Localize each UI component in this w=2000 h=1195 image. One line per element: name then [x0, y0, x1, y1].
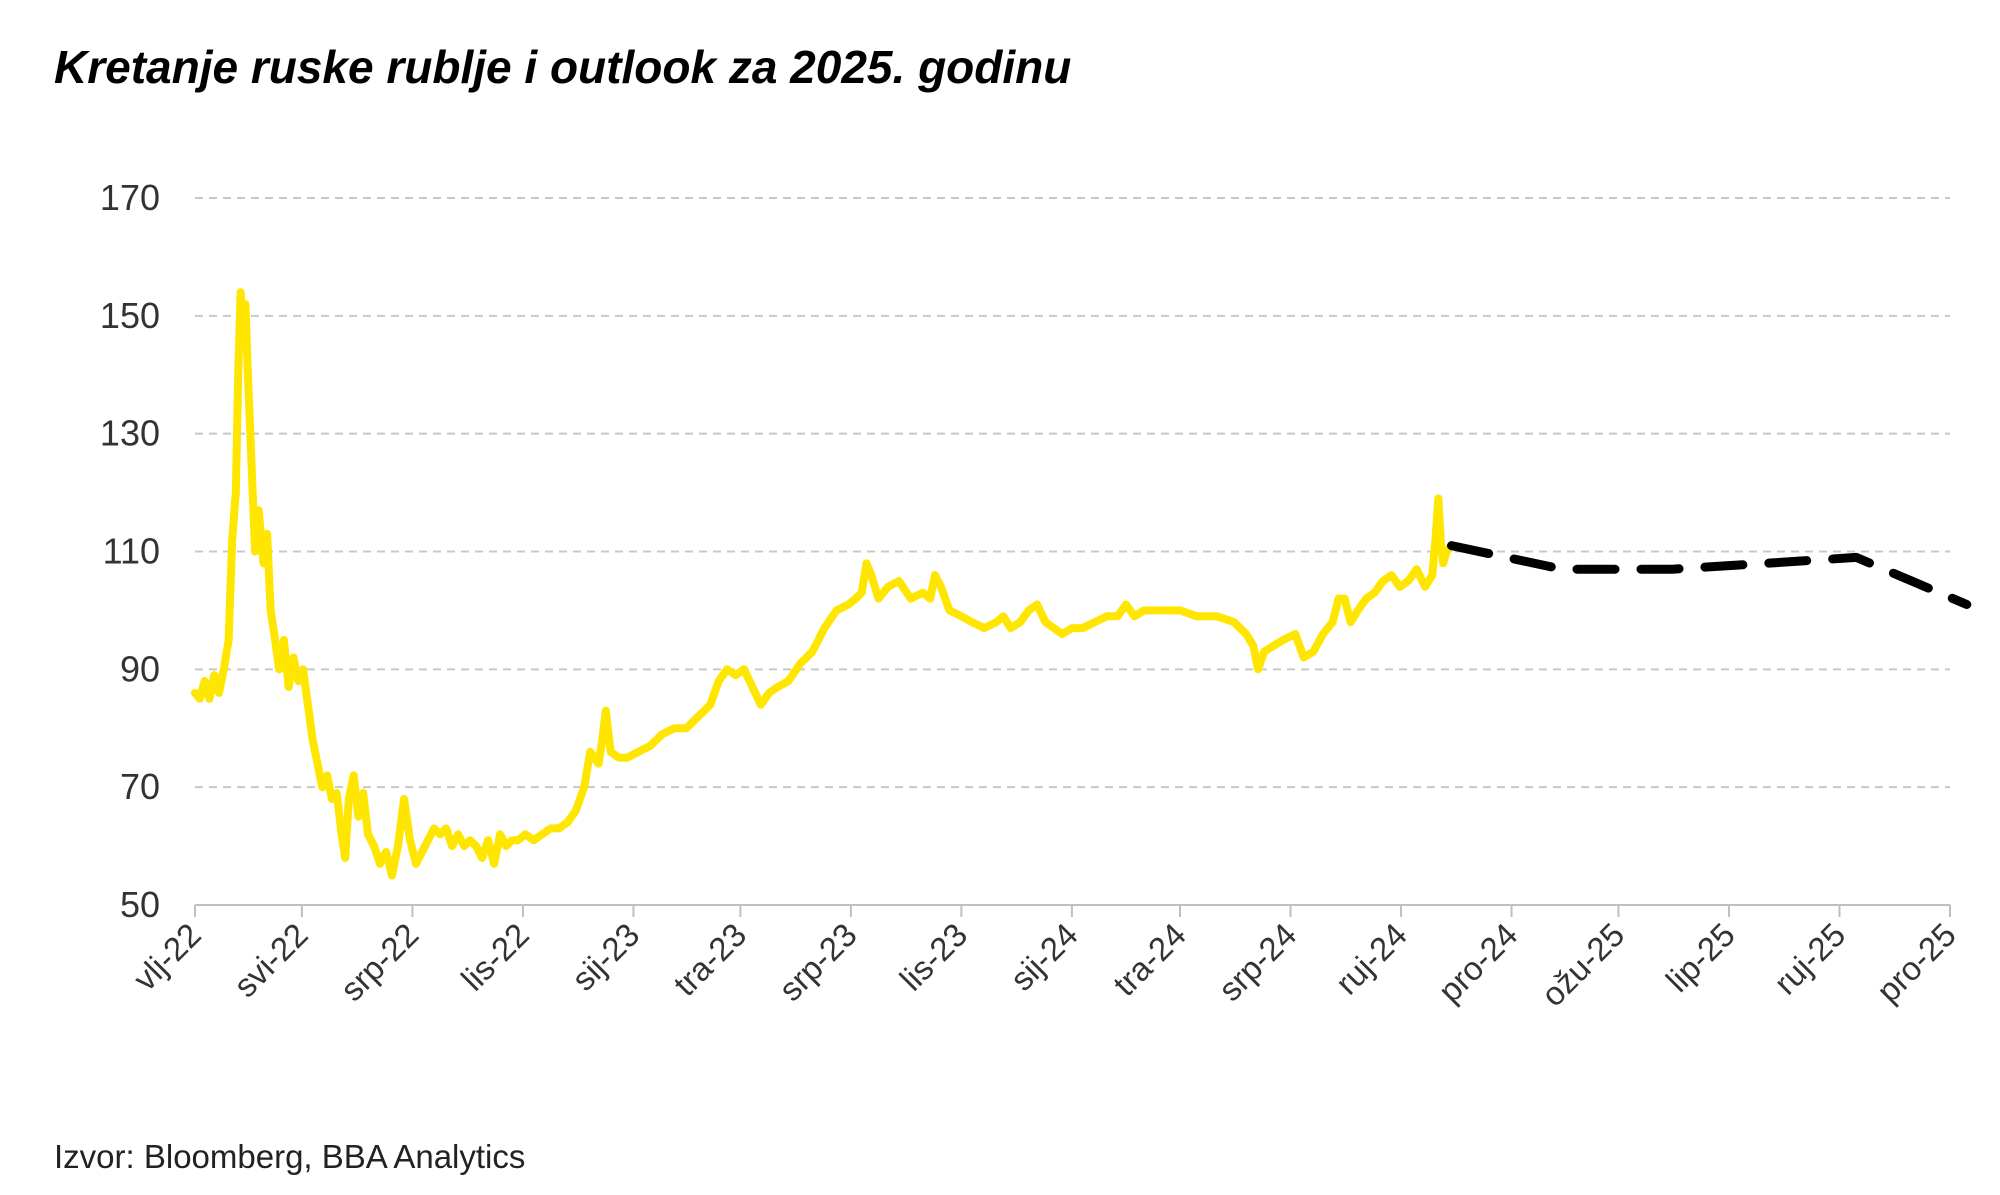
y-tick-label: 70	[120, 766, 160, 807]
y-axis-tick-labels: 50 70 90 110 130 150 170	[100, 177, 160, 925]
x-tick-label: sij-24	[1003, 916, 1085, 998]
x-tick-label: tra-24	[1106, 916, 1193, 1003]
forecast-series-line	[1447, 541, 1972, 609]
y-tick-label: 110	[103, 531, 160, 572]
y-tick-label: 50	[120, 884, 160, 925]
x-tick-label: srp-23	[772, 916, 864, 1008]
x-tick-label: lip-25	[1659, 916, 1742, 999]
x-tick-label: svi-22	[226, 916, 314, 1004]
x-axis	[194, 904, 1951, 917]
x-tick-label: ruj-25	[1767, 916, 1853, 1002]
x-tick-label: srp-22	[333, 916, 425, 1008]
x-tick-label: ruj-24	[1328, 916, 1414, 1002]
x-tick-label: pro-24	[1431, 916, 1525, 1010]
x-tick-label: ožu-25	[1534, 916, 1632, 1014]
source-note: Izvor: Bloomberg, BBA Analytics	[54, 1138, 526, 1175]
y-tick-label: 170	[100, 177, 160, 218]
x-tick-label: sij-23	[564, 916, 646, 998]
x-tick-label: pro-25	[1869, 916, 1963, 1010]
x-tick-label: lis-22	[454, 916, 536, 998]
x-tick-label: tra-23	[666, 916, 753, 1003]
x-tick-label: srp-24	[1211, 916, 1303, 1008]
historical-series-line	[191, 288, 1456, 880]
x-axis-tick-labels: vlj-22 svi-22 srp-22 lis-22 sij-23 tra-23 srp-…	[126, 916, 1963, 1014]
y-tick-label: 150	[100, 295, 160, 336]
x-tick-label: vlj-22	[126, 916, 208, 998]
series-lines	[191, 288, 1972, 880]
gridlines	[195, 197, 1950, 789]
x-tick-label: lis-23	[892, 916, 974, 998]
y-tick-label: 130	[100, 413, 160, 454]
chart-title: Kretanje ruske rublje i outlook za 2025.…	[54, 41, 1072, 93]
y-tick-label: 90	[120, 648, 160, 689]
